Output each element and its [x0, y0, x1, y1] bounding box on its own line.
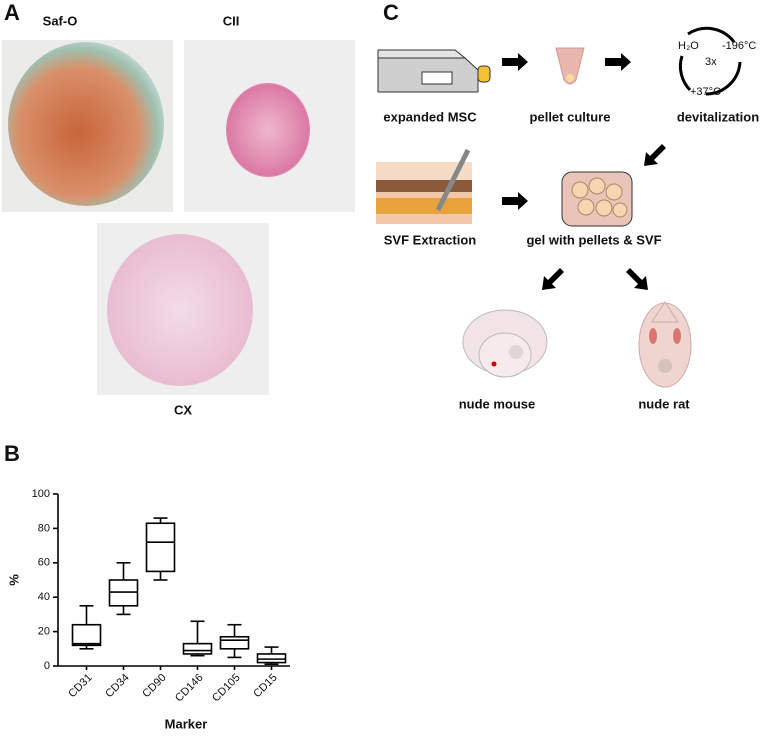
- arrow: [502, 53, 528, 71]
- step-label: nude mouse: [459, 396, 536, 411]
- cycle-arrows: [678, 26, 742, 96]
- panel-label: B: [4, 441, 20, 466]
- image-label: Saf-O: [43, 13, 78, 28]
- tissue: [226, 83, 310, 177]
- x-tick-label: CD90: [140, 672, 168, 700]
- y-axis-label: %: [6, 574, 21, 586]
- tissue: [107, 234, 253, 386]
- x-tick-label: CD15: [251, 672, 279, 700]
- panel-label: A: [4, 0, 20, 25]
- x-tick-label: CD34: [103, 672, 131, 700]
- step-label: gel with pellets & SVF: [526, 232, 661, 247]
- tube-icon: [555, 47, 585, 85]
- panel-label: C: [383, 0, 399, 25]
- arrow: [502, 192, 528, 210]
- arrow: [605, 53, 631, 71]
- y-tick-label: 40: [38, 591, 50, 603]
- box: [108, 579, 139, 607]
- pellet: [566, 74, 574, 82]
- y-tick-label: 60: [38, 557, 50, 569]
- box-plot: 0 20 40 60 80 100% Marker CD31 CD34 CD90 CD146 CD10…: [6, 488, 290, 731]
- x-tick-label: CD146: [173, 672, 206, 705]
- flask-icon: [377, 49, 491, 93]
- arrow: [542, 268, 564, 290]
- box: [145, 522, 176, 573]
- box: [256, 653, 287, 664]
- step-label: SVF Extraction: [384, 232, 477, 247]
- step-label: devitalization: [677, 109, 759, 124]
- x-axis-label: Marker: [165, 716, 208, 731]
- box: [71, 623, 102, 647]
- cycle-label: 3x: [705, 56, 717, 68]
- box: [219, 635, 250, 650]
- cycle-label: H₂O: [678, 40, 699, 52]
- cycle-label: +37°C: [690, 86, 721, 98]
- y-tick-label: 100: [32, 488, 50, 500]
- x-tick-label: CD105: [210, 672, 243, 705]
- step-label: expanded MSC: [383, 109, 477, 124]
- cycle-label: -196°C: [722, 40, 756, 52]
- x-tick-label: CD31: [66, 672, 94, 700]
- y-tick-label: 20: [38, 626, 50, 638]
- mouse-icon: [462, 309, 548, 378]
- skin-icon: [376, 148, 472, 224]
- arrow: [644, 144, 666, 166]
- box: [182, 642, 213, 655]
- y-tick-label: 0: [44, 660, 50, 672]
- gel-icon: [561, 171, 633, 227]
- step-label: pellet culture: [530, 109, 611, 124]
- step-label: nude rat: [638, 396, 690, 411]
- arrow: [626, 268, 648, 290]
- image-label: CX: [174, 402, 192, 417]
- tissue: [8, 42, 164, 206]
- image-label: CII: [223, 13, 240, 28]
- y-tick-label: 80: [38, 522, 50, 534]
- rat-icon: [638, 301, 692, 388]
